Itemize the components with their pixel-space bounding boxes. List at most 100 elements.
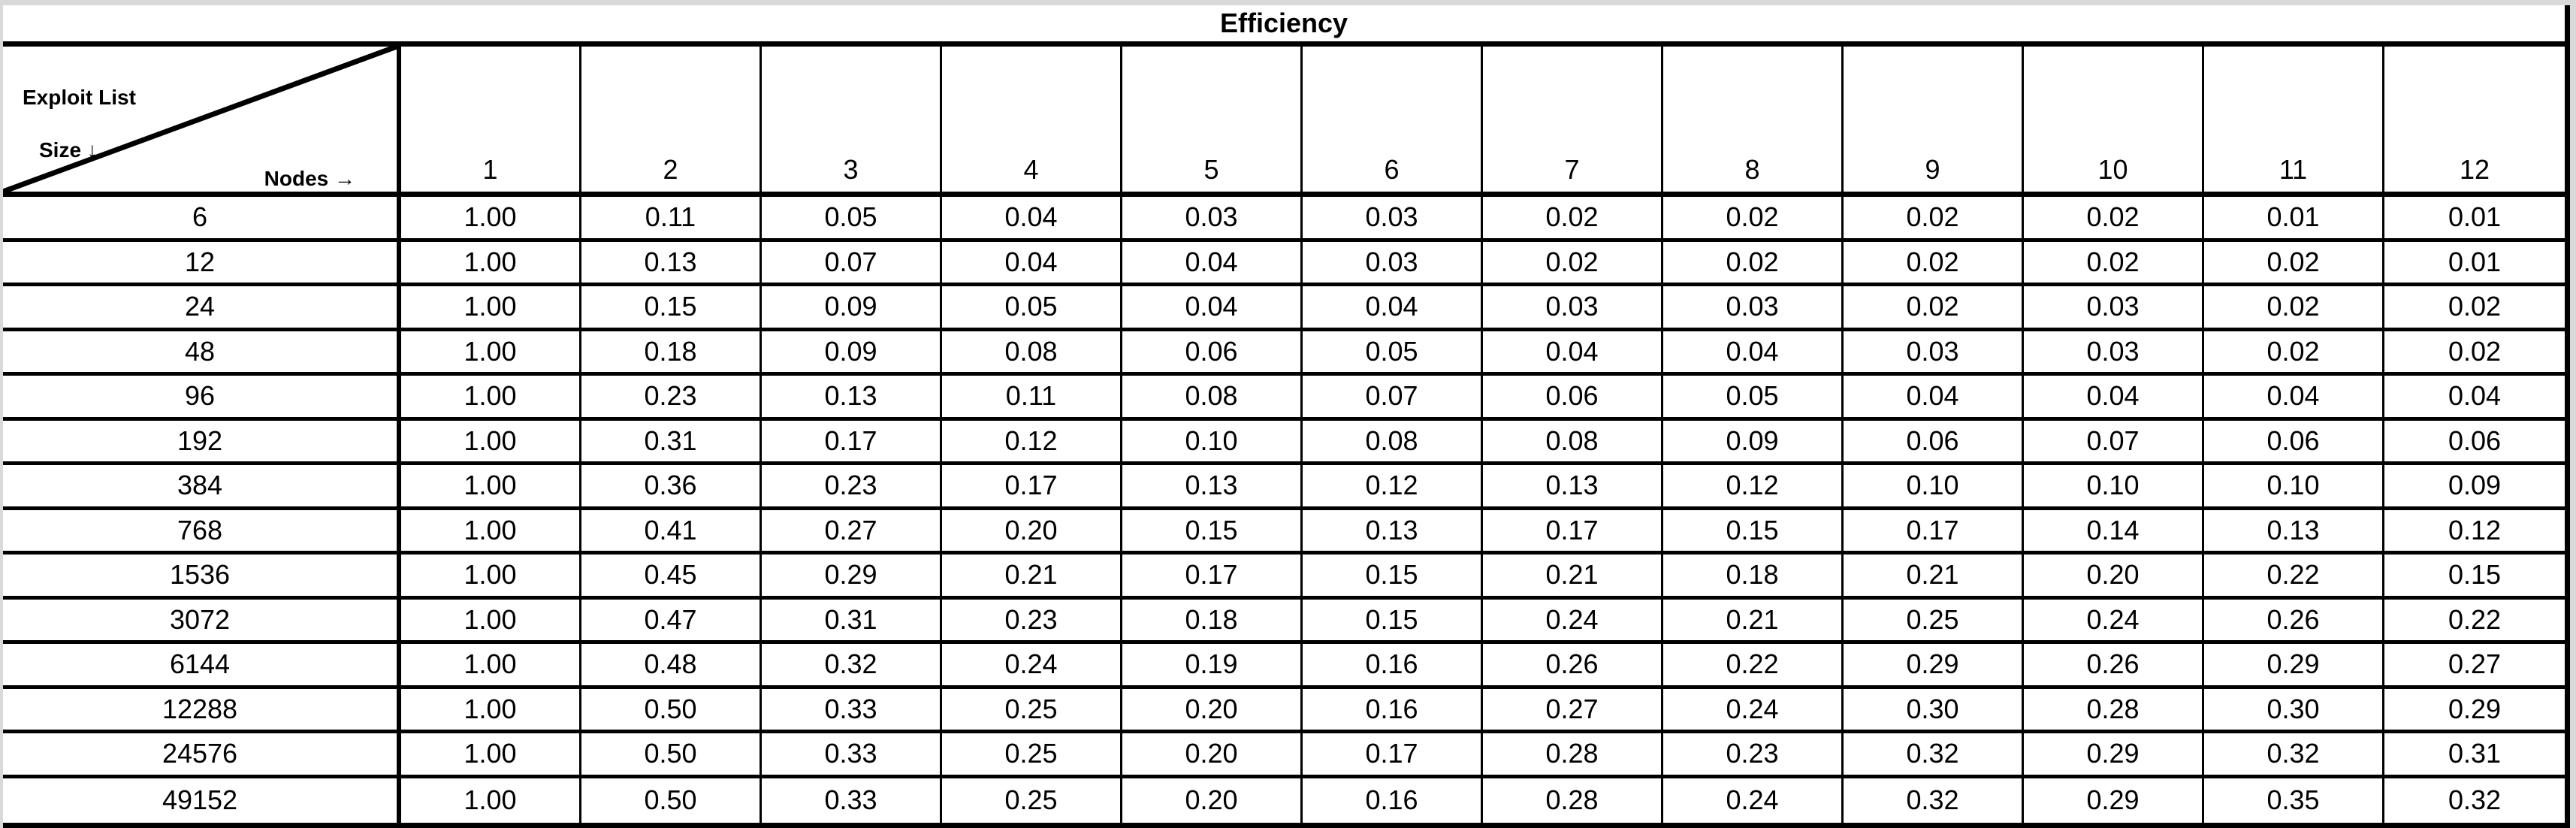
value-cell: 0.04 <box>2204 376 2384 421</box>
value-cell: 0.28 <box>1483 778 1663 823</box>
value-cell: 0.29 <box>762 555 942 600</box>
row-header: 3072 <box>3 599 401 644</box>
value-cell: 0.02 <box>1663 241 1844 286</box>
value-cell: 0.04 <box>1844 376 2024 421</box>
value-cell: 0.17 <box>1122 555 1303 600</box>
value-cell: 0.04 <box>1303 286 1483 331</box>
value-cell: 0.47 <box>581 599 762 644</box>
value-cell: 0.02 <box>2024 241 2204 286</box>
value-cell: 0.19 <box>1122 644 1303 689</box>
value-cell: 0.25 <box>1844 599 2024 644</box>
value-cell: 0.33 <box>762 778 942 823</box>
corner-label-size-down-arrow: Size ↓ <box>39 138 98 162</box>
value-cell: 0.09 <box>2384 465 2565 510</box>
value-cell: 1.00 <box>401 778 581 823</box>
value-cell: 0.15 <box>1663 509 1844 555</box>
row-header: 12 <box>3 241 401 286</box>
value-cell: 0.48 <box>581 644 762 689</box>
value-cell: 0.09 <box>1663 420 1844 465</box>
value-cell: 1.00 <box>401 376 581 421</box>
row-header: 768 <box>3 509 401 555</box>
row-header: 1536 <box>3 555 401 600</box>
corner-label-nodes-right-arrow: Nodes → <box>264 167 355 190</box>
value-cell: 1.00 <box>401 644 581 689</box>
row-header: 192 <box>3 420 401 465</box>
value-cell: 0.20 <box>1122 733 1303 778</box>
value-cell: 0.06 <box>1122 331 1303 376</box>
value-cell: 0.15 <box>1303 555 1483 600</box>
table-grid: Efficiency Exploit List Size ↓ Nodes → 1… <box>3 5 2565 823</box>
value-cell: 0.11 <box>942 376 1122 421</box>
value-cell: 0.28 <box>2024 688 2204 733</box>
value-cell: 0.02 <box>2204 286 2384 331</box>
value-cell: 0.04 <box>2024 376 2204 421</box>
value-cell: 0.20 <box>2024 555 2204 600</box>
corner-label-exploit-list: Exploit List <box>23 86 136 109</box>
value-cell: 0.05 <box>1663 376 1844 421</box>
value-cell: 0.09 <box>762 331 942 376</box>
value-cell: 0.01 <box>2204 197 2384 242</box>
value-cell: 1.00 <box>401 599 581 644</box>
value-cell: 0.01 <box>2384 242 2565 286</box>
value-cell: 0.20 <box>1122 688 1303 733</box>
value-cell: 0.32 <box>1844 778 2024 823</box>
value-cell: 0.06 <box>2204 420 2384 465</box>
table-title: Efficiency <box>3 5 2565 47</box>
value-cell: 0.12 <box>1663 465 1844 510</box>
column-header: 7 <box>1483 47 1663 197</box>
column-header: 8 <box>1663 47 1844 197</box>
value-cell: 0.18 <box>1663 555 1844 600</box>
row-header: 12288 <box>3 688 401 733</box>
value-cell: 0.06 <box>1483 376 1663 421</box>
value-cell: 0.10 <box>2024 465 2204 510</box>
column-header: 11 <box>2204 47 2384 197</box>
value-cell: 0.21 <box>1483 555 1663 600</box>
value-cell: 0.03 <box>2024 286 2204 331</box>
value-cell: 0.29 <box>2024 733 2204 778</box>
value-cell: 1.00 <box>401 555 581 600</box>
value-cell: 0.15 <box>581 286 762 331</box>
value-cell: 0.13 <box>1122 465 1303 510</box>
column-header: 1 <box>401 47 581 197</box>
value-cell: 0.04 <box>942 241 1122 286</box>
value-cell: 1.00 <box>401 241 581 286</box>
value-cell: 0.36 <box>581 465 762 510</box>
value-cell: 0.20 <box>942 509 1122 555</box>
value-cell: 0.04 <box>1663 331 1844 376</box>
value-cell: 0.26 <box>2204 599 2384 644</box>
value-cell: 0.10 <box>2204 465 2384 510</box>
value-cell: 0.06 <box>2384 421 2565 465</box>
value-cell: 1.00 <box>401 733 581 778</box>
diagonal-divider-line <box>3 47 397 192</box>
value-cell: 0.13 <box>762 376 942 421</box>
value-cell: 0.24 <box>2024 599 2204 644</box>
value-cell: 0.50 <box>581 778 762 823</box>
value-cell: 0.15 <box>1303 599 1483 644</box>
value-cell: 0.29 <box>1844 644 2024 689</box>
value-cell: 0.03 <box>1483 286 1663 331</box>
value-cell: 0.02 <box>1663 197 1844 242</box>
value-cell: 0.02 <box>2204 331 2384 376</box>
value-cell: 0.10 <box>1844 465 2024 510</box>
value-cell: 0.32 <box>2448 784 2502 816</box>
value-cell: 0.09 <box>762 286 942 331</box>
value-cell: 0.02 <box>1483 241 1663 286</box>
value-cell: 0.02 <box>1844 286 2024 331</box>
value-cell: 0.32 <box>2204 733 2384 778</box>
value-cell: 0.50 <box>581 688 762 733</box>
value-cell: 0.24 <box>942 644 1122 689</box>
value-cell: 0.23 <box>1663 733 1844 778</box>
column-header: 5 <box>1122 47 1303 197</box>
column-header: 2 <box>581 47 762 197</box>
value-cell: 1.00 <box>401 465 581 510</box>
value-cell: 0.23 <box>942 599 1122 644</box>
value-cell: 0.07 <box>1303 376 1483 421</box>
value-cell: 0.27 <box>2384 644 2565 689</box>
value-cell: 0.18 <box>581 331 762 376</box>
value-cell: 0.02 <box>2024 197 2204 242</box>
value-cell: 0.13 <box>581 241 762 286</box>
value-cell: 0.04 <box>1122 241 1303 286</box>
value-cell: 0.31 <box>2384 733 2565 778</box>
value-cell: 1.00 <box>401 509 581 555</box>
value-cell: 0.15 <box>2384 555 2565 600</box>
